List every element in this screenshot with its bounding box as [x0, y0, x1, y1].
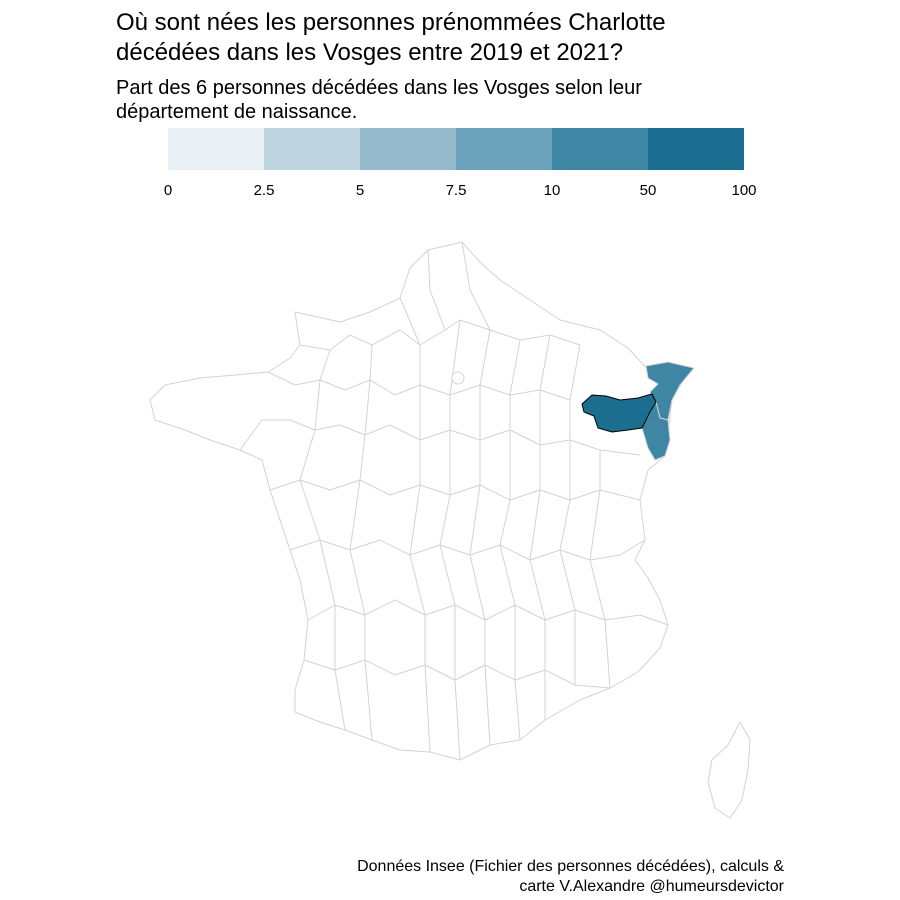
title-line-1: Où sont nées les personnes prénommées Ch…	[116, 9, 666, 36]
legend-tick: 0	[163, 182, 173, 199]
legend-swatch-0	[168, 128, 264, 170]
france-mainland-outline	[149, 241, 691, 761]
france-departments-map	[149, 241, 751, 819]
legend-tick: 50	[639, 182, 657, 199]
title-line-2: décédées dans les Vosges entre 2019 et 2…	[116, 39, 624, 66]
subtitle-line-2: département de naissance.	[116, 101, 358, 123]
subtitle-line-1: Part des 6 personnes décédées dans les V…	[116, 77, 642, 99]
caption-line-2: carte V.Alexandre @humeursdevictor	[519, 878, 784, 895]
legend-tick: 100	[731, 182, 757, 199]
color-legend: 0 2.5 5 7.5 10 50 100	[150, 128, 770, 218]
caption-line-1: Données Insee (Fichier des personnes déc…	[357, 858, 784, 875]
map-title: Où sont nées les personnes prénommées Ch…	[116, 8, 876, 68]
department-vosges	[581, 393, 657, 433]
legend-tick: 5	[355, 182, 365, 199]
legend-tick: 2.5	[253, 182, 275, 199]
legend-swatch-3	[456, 128, 552, 170]
legend-tick: 7.5	[445, 182, 467, 199]
department-borders	[239, 241, 669, 761]
legend-swatch-2	[360, 128, 456, 170]
legend-swatch-1	[264, 128, 360, 170]
corsica-outline	[707, 721, 751, 819]
legend-swatch-5	[648, 128, 744, 170]
map-subtitle: Part des 6 personnes décédées dans les V…	[116, 76, 876, 124]
source-caption: Données Insee (Fichier des personnes déc…	[224, 857, 784, 897]
legend-tick: 10	[543, 182, 561, 199]
legend-color-bar	[168, 128, 744, 170]
paris-area	[451, 371, 465, 385]
legend-swatch-4	[552, 128, 648, 170]
